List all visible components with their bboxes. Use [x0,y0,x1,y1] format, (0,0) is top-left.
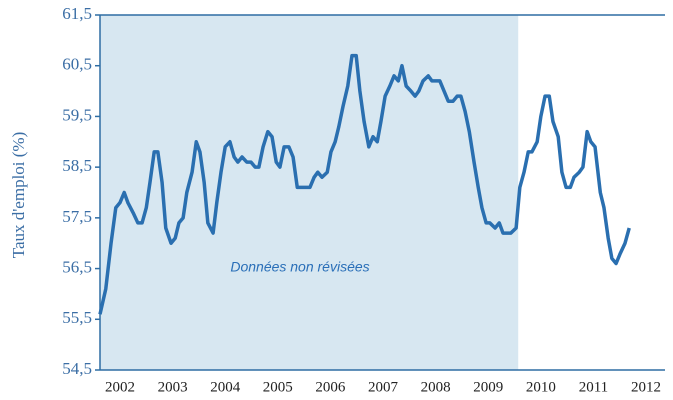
y-tick-label: 58,5 [62,156,92,175]
x-tick-label: 2006 [315,379,346,395]
y-tick-label: 61,5 [62,4,92,23]
y-tick-label: 56,5 [62,257,92,276]
x-tick-label: 2011 [579,379,608,395]
y-tick-label: 54,5 [62,359,92,378]
y-tick-label: 57,5 [62,207,92,226]
shade-layer [100,15,519,370]
shaded-region [100,15,519,370]
x-tick-label: 2002 [105,379,135,395]
x-tick-label: 2005 [263,379,293,395]
annotation: Données non révisées [230,259,369,275]
y-tick-label: 59,5 [62,105,92,124]
y-tick-label: 60,5 [62,55,92,74]
x-tick-label: 2008 [421,379,451,395]
x-tick-label: 2012 [631,379,661,395]
x-tick-label: 2007 [368,379,399,395]
x-tick-label: 2010 [526,379,556,395]
x-tick-label: 2004 [210,379,241,395]
data-line [98,53,631,315]
y-tick-label: 55,5 [62,308,92,327]
x-tick-label: 2003 [158,379,188,395]
x-tick-label: 2009 [473,379,503,395]
y-axis-label: Taux d'emploi (%) [9,132,28,259]
